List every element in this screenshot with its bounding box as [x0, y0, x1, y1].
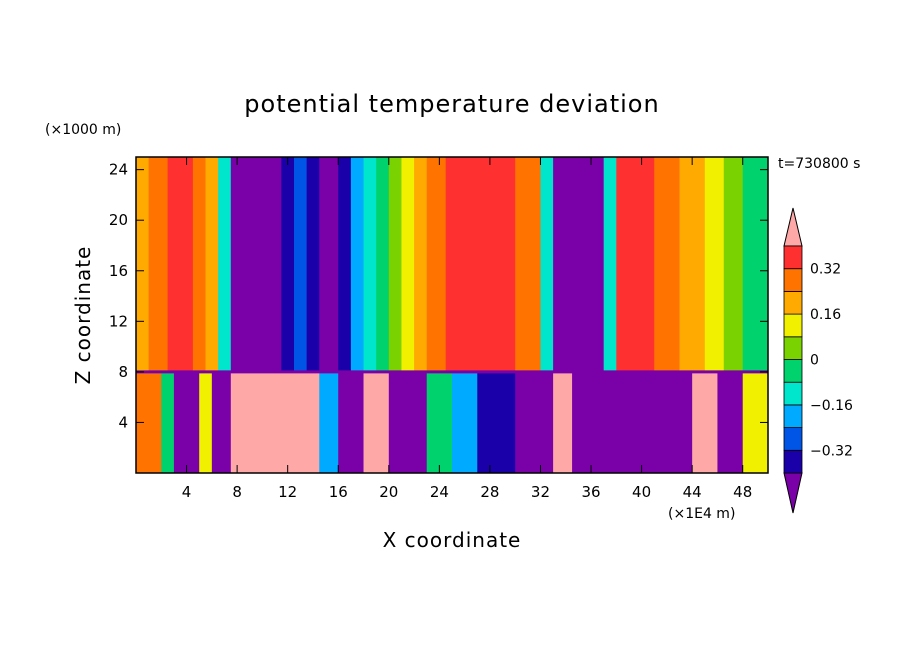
- x-tick-label: 44: [683, 483, 702, 501]
- y-unit-label: (×1000 m): [45, 122, 121, 138]
- x-tick-label: 4: [182, 483, 192, 501]
- colorbar-label: 0: [810, 353, 819, 369]
- upper-region-23: [603, 157, 617, 372]
- colorbar-segment: [783, 381, 803, 406]
- colorbar-segment: [783, 359, 803, 383]
- lower-region-12: [477, 371, 516, 473]
- colorbar-bottom-arrow: [783, 472, 803, 514]
- colorbar-label: −0.32: [810, 443, 853, 459]
- upper-region-15: [388, 157, 402, 372]
- y-axis: 4 8 12 16 20 24: [109, 161, 768, 431]
- lower-region-17: [692, 371, 718, 473]
- colorbar-segment: [783, 336, 803, 360]
- upper-region-2: [167, 157, 194, 372]
- lower-region-3: [199, 371, 213, 473]
- y-tick-label: 4: [118, 413, 128, 431]
- upper-region-9: [306, 157, 320, 372]
- upper-region-16: [401, 157, 415, 372]
- x-tick-label: 8: [232, 483, 242, 501]
- upper-region-7: [281, 157, 295, 372]
- upper-region-3: [192, 157, 207, 372]
- upper-region-10: [319, 157, 339, 372]
- x-axis: 4 8 12 16 20 24 28 32 36 40 44 48: [182, 157, 752, 501]
- lower-region-6: [319, 371, 339, 473]
- lower-region-15: [572, 371, 592, 473]
- colorbar-segment: [783, 290, 803, 315]
- lower-region-5: [230, 371, 320, 473]
- colorbar-segment: [783, 245, 803, 270]
- upper-region-26: [679, 157, 706, 372]
- colorbar-top-arrow: [783, 207, 803, 247]
- upper-region-1: [148, 157, 169, 372]
- upper-region-11: [338, 157, 352, 372]
- upper-region-18: [426, 157, 447, 372]
- upper-region-29: [742, 157, 769, 372]
- upper-region-12: [350, 157, 365, 372]
- colorbar-segment: [783, 268, 803, 292]
- colorbar-label: 0.32: [810, 262, 841, 278]
- upper-region-14: [376, 157, 390, 372]
- colorbar-segment: [783, 449, 803, 474]
- lower-region-13: [515, 371, 554, 473]
- lower-region-2: [173, 371, 200, 473]
- plot-frame: [135, 156, 769, 474]
- x-tick-label: 28: [480, 483, 499, 501]
- upper-region-5: [218, 157, 232, 372]
- upper-region-17: [414, 157, 428, 372]
- x-tick-label: 36: [581, 483, 600, 501]
- x-tick-label: 12: [278, 483, 297, 501]
- colorbar-segment: [783, 313, 803, 338]
- colorbar-label: 0.16: [810, 307, 841, 323]
- y-tick-label: 24: [109, 161, 128, 179]
- upper-region-20: [515, 157, 541, 372]
- upper-region-19: [445, 157, 516, 372]
- colorbar-label: −0.16: [810, 398, 853, 414]
- lower-region-8: [363, 371, 390, 473]
- x-unit-label: (×1E4 m): [668, 506, 735, 522]
- x-tick-label: 40: [632, 483, 651, 501]
- y-tick-label: 20: [109, 211, 128, 229]
- upper-region-28: [723, 157, 744, 372]
- upper-region-0: [136, 157, 150, 372]
- lower-region-14: [553, 371, 573, 473]
- y-axis-label: Z coordinate: [71, 246, 95, 385]
- lower-region-18: [717, 371, 744, 473]
- upper-region-27: [704, 157, 725, 372]
- upper-region-13: [363, 157, 377, 372]
- lower-region-9: [388, 371, 428, 473]
- upper-region-8: [294, 157, 308, 372]
- lower-region-4: [211, 371, 232, 473]
- x-tick-label: 20: [379, 483, 398, 501]
- time-label: t=730800 s: [778, 156, 860, 172]
- x-tick-label: 48: [733, 483, 752, 501]
- lower-region-7: [338, 371, 365, 473]
- lower-region-1: [161, 371, 175, 473]
- upper-region-22: [553, 157, 605, 372]
- chart-title: potential temperature deviation: [244, 90, 659, 118]
- x-tick-label: 16: [329, 483, 348, 501]
- upper-region-6: [230, 157, 282, 372]
- plot-field: [136, 157, 769, 473]
- upper-region-24: [616, 157, 655, 372]
- colorbar-segment: [783, 427, 803, 451]
- lower-region-16: [591, 371, 693, 473]
- colorbar: 0.32 0.16 0 −0.16 −0.32: [783, 207, 853, 514]
- y-tick-label: 12: [109, 312, 128, 330]
- x-axis-label: X coordinate: [383, 528, 522, 552]
- y-tick-label: 8: [118, 363, 128, 381]
- upper-region-4: [205, 157, 219, 372]
- y-tick-label: 16: [109, 262, 128, 280]
- x-tick-label: 32: [531, 483, 550, 501]
- lower-region-11: [452, 371, 478, 473]
- upper-region-21: [540, 157, 554, 372]
- colorbar-segment: [783, 404, 803, 428]
- upper-region-25: [654, 157, 681, 372]
- lower-region-10: [426, 371, 453, 473]
- x-tick-label: 24: [430, 483, 449, 501]
